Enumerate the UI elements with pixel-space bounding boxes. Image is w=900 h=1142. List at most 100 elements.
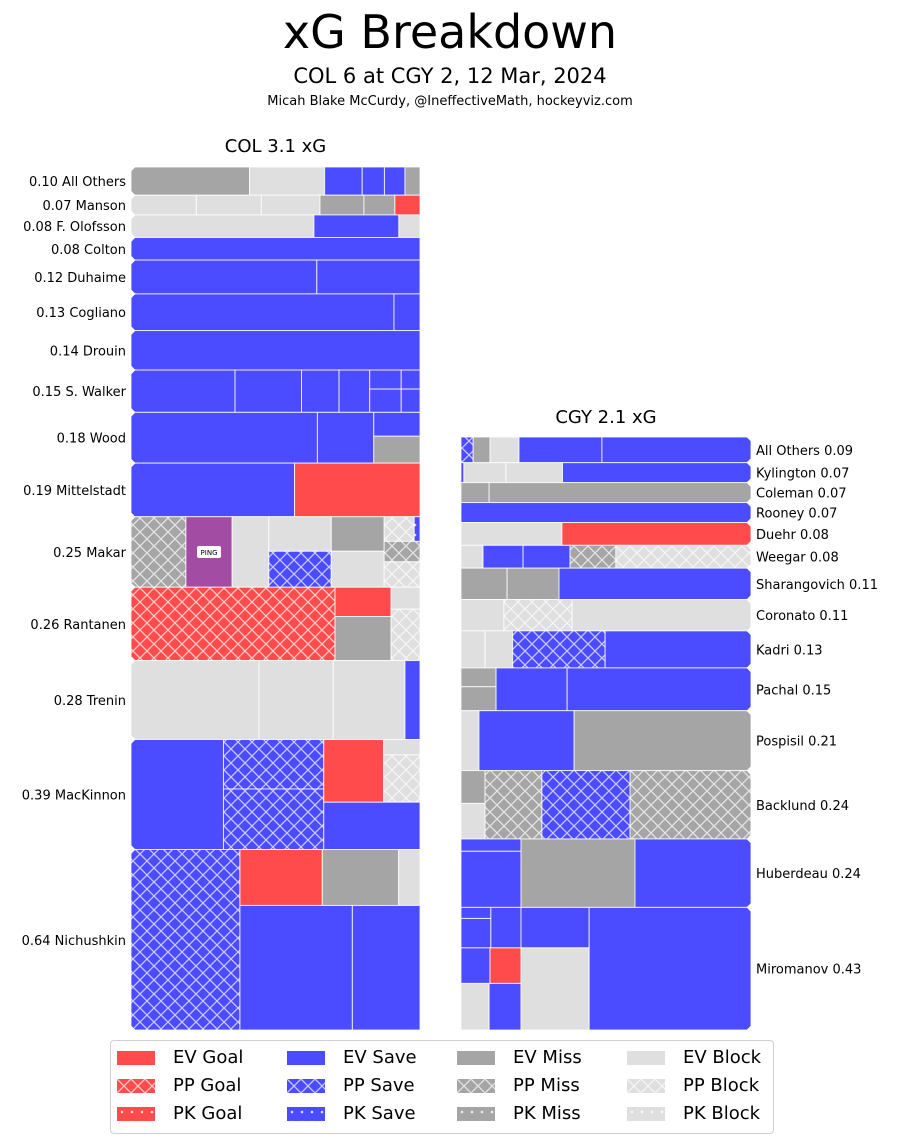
shot-cell-ev-miss <box>488 482 752 504</box>
legend-swatch <box>457 1107 495 1121</box>
author-byline: Micah Blake McCurdy, @IneffectiveMath, h… <box>267 94 633 109</box>
row-corner <box>746 705 752 712</box>
row-corner <box>130 655 136 662</box>
shot-cell-ev-save <box>604 630 752 669</box>
player-label: 0.25 Makar <box>53 546 127 561</box>
shot-cell-ev-save <box>301 369 340 413</box>
legend-item-pk-save: PK Save <box>287 1101 416 1127</box>
shot-cell-ev-save <box>400 369 421 390</box>
shot-cell-ev-miss <box>321 849 400 906</box>
player-label: 0.14 Drouin <box>50 344 126 359</box>
shot-cell-ev-miss <box>520 838 636 908</box>
row-corner <box>746 833 752 840</box>
shot-cell-pp-save <box>130 849 241 1031</box>
col-team-title: COL 3.1 xG <box>224 136 327 157</box>
row-corner <box>746 770 752 776</box>
player-label: Coleman 0.07 <box>756 487 847 502</box>
legend-item-pk-block: PK Block <box>627 1101 760 1127</box>
legend-item-ev-save: EV Save <box>287 1045 417 1071</box>
shot-cell-ev-save <box>130 330 421 371</box>
shot-cell-ev-block <box>460 599 505 632</box>
shot-cell-ev-miss <box>460 667 497 688</box>
cgy-team-title: CGY 2.1 xG <box>555 407 657 428</box>
shot-cell-ev-miss <box>363 194 396 216</box>
row-corner <box>130 1025 136 1031</box>
shot-cell-ev-goal <box>394 194 421 216</box>
shot-cell-pp-save <box>460 436 474 464</box>
row-corner <box>746 662 752 669</box>
row-corner <box>130 232 136 239</box>
player-row-s-walker: 0.15 S. Walker <box>32 369 421 413</box>
row-corner <box>130 194 136 201</box>
shot-cell-ev-miss <box>373 435 421 464</box>
shot-cell-ev-block <box>460 630 486 669</box>
row-corner <box>130 255 136 261</box>
shot-cell-pp-block <box>615 544 752 569</box>
row-corner <box>746 625 752 632</box>
row-corner <box>130 458 136 464</box>
legend-item-pk-miss: PK Miss <box>457 1101 581 1127</box>
shot-cell-ev-save <box>562 462 752 484</box>
player-row-coronato: Coronato 0.11 <box>460 599 848 632</box>
row-corner <box>130 237 136 243</box>
shot-cell-ev-block <box>130 194 197 216</box>
shot-cell-ev-goal <box>334 586 392 618</box>
shot-cell-ev-save <box>460 850 522 908</box>
shot-cell-ev-save <box>478 710 575 772</box>
row-corner <box>130 734 136 741</box>
legend-item-pp-goal: PP Goal <box>117 1073 241 1099</box>
player-label: Duehr 0.08 <box>756 528 829 543</box>
legend-label: PK Block <box>683 1103 761 1124</box>
shot-cell-ev-miss <box>130 166 250 196</box>
row-corner <box>130 516 136 522</box>
shot-cell-ev-miss <box>472 436 491 464</box>
row-corner <box>130 214 136 220</box>
legend-swatch <box>627 1107 665 1121</box>
shot-cell-ev-save <box>520 906 590 949</box>
row-corner <box>746 630 752 636</box>
player-label: Coronato 0.11 <box>756 609 848 624</box>
player-row-makar: PING 0.25 Makar <box>53 516 421 588</box>
row-corner <box>130 844 136 851</box>
row-corner <box>746 436 752 442</box>
row-corner <box>746 482 752 488</box>
legend-swatch <box>457 1051 495 1065</box>
player-label: Huberdeau 0.24 <box>756 867 861 882</box>
shot-cell-ev-save <box>393 293 421 332</box>
shot-cell-pp-block <box>383 561 421 588</box>
shot-cell-ev-block <box>195 194 262 216</box>
shot-cell-ev-goal <box>239 849 323 906</box>
player-label: 0.39 MacKinnon <box>22 789 126 804</box>
row-corner <box>130 511 136 518</box>
player-row-pospisil: Pospisil 0.21 <box>460 710 837 772</box>
player-label: 0.15 S. Walker <box>32 385 126 400</box>
shot-cell-ev-save <box>495 667 568 712</box>
shot-cell-ev-save <box>130 411 318 464</box>
shot-cell-ev-save <box>130 237 421 261</box>
legend-swatch <box>287 1079 325 1093</box>
special-label: PING <box>201 549 218 557</box>
shot-cell-ev-block <box>268 516 332 552</box>
shot-cell-ev-block <box>332 660 406 741</box>
legend-item-pk-goal: PK Goal <box>117 1101 242 1127</box>
legend-label: PP Miss <box>513 1075 580 1096</box>
legend-item-pp-save: PP Save <box>287 1073 415 1099</box>
shot-cell-ev-goal <box>561 522 752 546</box>
row-corner <box>746 594 752 601</box>
player-row-nichushkin: 0.64 Nichushkin <box>22 849 421 1031</box>
legend-swatch <box>627 1051 665 1065</box>
shot-cell-ev-block <box>489 436 520 464</box>
shot-cell-pp-miss <box>383 540 421 563</box>
shot-cell-ev-miss <box>330 516 385 552</box>
row-corner <box>130 739 136 745</box>
player-row-drouin: 0.14 Drouin <box>50 330 421 371</box>
player-row-colton: 0.08 Colton <box>51 237 421 261</box>
player-label: Miromanov 0.43 <box>756 963 861 978</box>
shot-cell-pp-goal <box>130 586 336 662</box>
legend-item-ev-goal: EV Goal <box>117 1045 243 1071</box>
shot-cell-ev-block <box>130 214 315 239</box>
shot-cell-ev-block <box>460 982 490 1031</box>
player-label: 0.10 All Others <box>29 175 126 190</box>
shot-cell-ev-save <box>460 906 492 919</box>
player-row-mackinnon: 0.39 MacKinnon <box>22 739 421 851</box>
